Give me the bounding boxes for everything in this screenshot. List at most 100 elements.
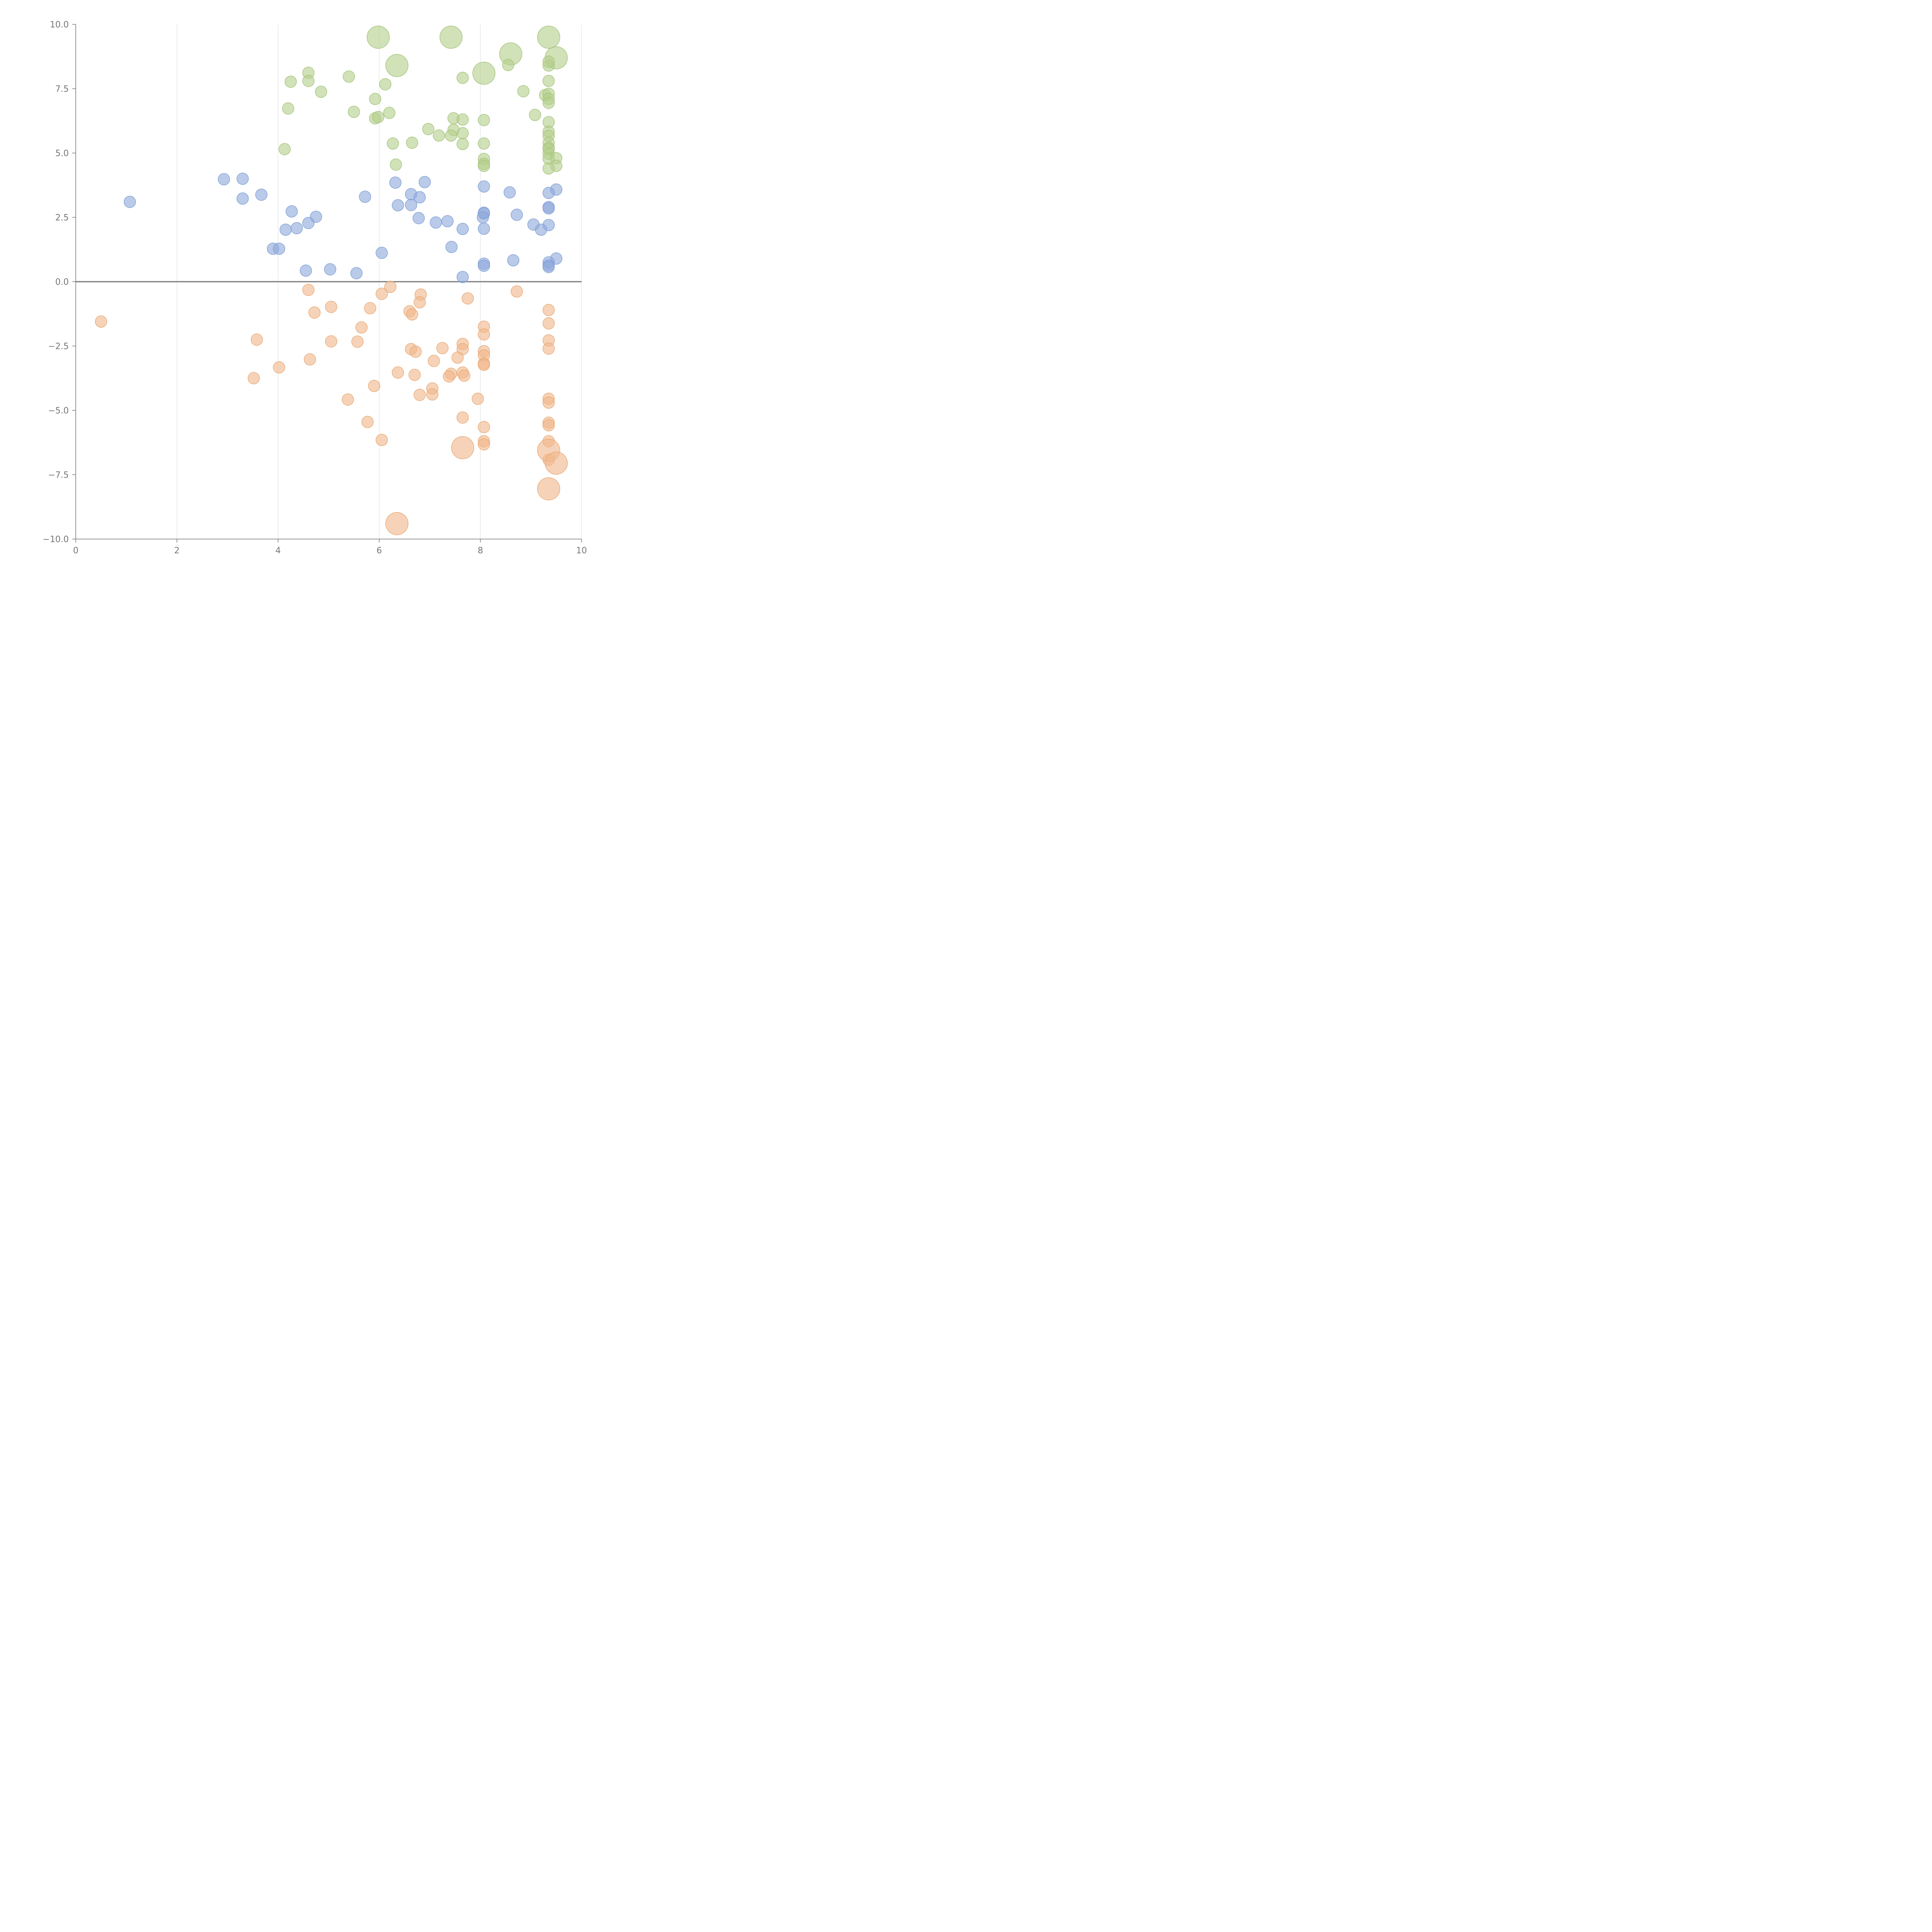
- y-tick-label: −7.5: [48, 471, 69, 480]
- scatter-point: [389, 158, 402, 171]
- scatter-point: [456, 271, 469, 283]
- scatter-point: [456, 138, 469, 150]
- scatter-point: [95, 315, 107, 328]
- scatter-point: [478, 223, 490, 235]
- y-tick-label: −2.5: [48, 342, 69, 352]
- scatter-point: [441, 215, 454, 228]
- scatter-point: [359, 190, 371, 203]
- x-tick-label: 4: [276, 546, 281, 556]
- scatter-point: [367, 26, 390, 49]
- scatter-point: [543, 55, 555, 68]
- scatter-point: [507, 254, 520, 267]
- scatter-point: [537, 26, 560, 49]
- scatter-point: [436, 342, 449, 354]
- scatter-point: [439, 26, 463, 49]
- scatter-point: [433, 129, 445, 142]
- scatter-point: [543, 75, 555, 87]
- scatter-point: [343, 70, 355, 83]
- scatter-point: [413, 389, 426, 401]
- scatter-point: [236, 172, 249, 185]
- scatter-point: [412, 212, 425, 224]
- scatter-point: [445, 129, 457, 142]
- scatter-point: [389, 176, 402, 189]
- scatter-point: [543, 202, 555, 214]
- scatter-point: [543, 304, 555, 316]
- scatter-point: [543, 187, 555, 199]
- scatter-point: [325, 335, 337, 348]
- scatter-point: [368, 379, 381, 392]
- scatter-point: [376, 434, 388, 446]
- scatter-point: [529, 109, 541, 121]
- x-tick-label: 0: [73, 546, 78, 556]
- scatter-point: [543, 317, 555, 330]
- x-tick-label: 8: [478, 546, 483, 556]
- scatter-point: [543, 342, 555, 355]
- scatter-point: [478, 421, 490, 434]
- scatter-point: [124, 196, 136, 208]
- scatter-point: [413, 191, 426, 204]
- scatter-point: [510, 209, 523, 221]
- scatter-point: [302, 284, 315, 296]
- scatter-point: [430, 216, 442, 229]
- scatter-point: [376, 287, 388, 300]
- scatter-point: [355, 321, 368, 334]
- scatter-point: [535, 223, 548, 236]
- scatter-point: [478, 438, 490, 451]
- y-tick-label: −10.0: [43, 535, 69, 544]
- scatter-point: [426, 388, 439, 401]
- scatter-point: [304, 353, 316, 366]
- scatter-point: [543, 162, 555, 175]
- scatter-point: [392, 199, 404, 211]
- scatter-point: [248, 372, 260, 384]
- scatter-point: [325, 301, 337, 313]
- scatter-point: [250, 333, 263, 346]
- y-tick-label: 10.0: [50, 20, 69, 30]
- scatter-point: [478, 259, 490, 272]
- scatter-point: [299, 264, 312, 277]
- scatter-point: [342, 393, 354, 406]
- scatter-point: [471, 393, 484, 405]
- scatter-point: [406, 308, 418, 321]
- scatter-point: [291, 222, 303, 235]
- scatter-point: [472, 61, 496, 85]
- scatter-point: [445, 241, 458, 253]
- scatter-point: [392, 366, 404, 379]
- scatter-point: [278, 143, 291, 155]
- scatter-point: [456, 71, 469, 84]
- scatter-point: [544, 451, 568, 475]
- scatter-point: [218, 173, 230, 185]
- scatter-point: [383, 107, 396, 119]
- scatter-point: [478, 180, 490, 193]
- scatter-point: [428, 355, 440, 367]
- scatter-point: [372, 111, 384, 123]
- scatter-point: [308, 306, 321, 319]
- scatter-point: [478, 137, 490, 150]
- scatter-point: [351, 335, 364, 348]
- scatter-point: [315, 85, 327, 98]
- scatter-point: [385, 512, 408, 535]
- scatter-point: [456, 127, 469, 139]
- scatter-point: [503, 186, 516, 199]
- scatter-point: [478, 328, 490, 341]
- y-tick-label: −5.0: [48, 406, 69, 416]
- tick-labels: 0 2 4 6 8 10 10.0 7.5 5.0 2.5 0.0 −2.5 −5.0 −7.5 −10.0: [43, 20, 587, 556]
- scatter-chart: 0 2 4 6 8 10 10.0 7.5 5.0 2.5 0.0 −2.5 −5.0 −7.5 −10.0: [43, 20, 587, 556]
- scatter-point: [422, 123, 435, 135]
- scatter-point: [350, 267, 363, 279]
- scatter-point: [369, 93, 381, 105]
- scatter-point: [456, 113, 469, 126]
- scatter-point: [361, 416, 374, 428]
- x-tick-label: 6: [376, 546, 382, 556]
- scatter-point: [537, 477, 560, 500]
- scatter-point: [324, 263, 337, 276]
- scatter-point: [376, 247, 388, 259]
- scatter-point: [302, 217, 315, 229]
- scatter-point: [502, 59, 514, 71]
- scatter-point: [458, 369, 471, 382]
- scatter-point: [279, 223, 292, 236]
- scatter-point: [543, 396, 555, 409]
- data-points: [95, 26, 568, 535]
- y-tick-label: 2.5: [55, 213, 69, 223]
- scatter-point: [456, 223, 469, 235]
- scatter-point: [478, 160, 490, 172]
